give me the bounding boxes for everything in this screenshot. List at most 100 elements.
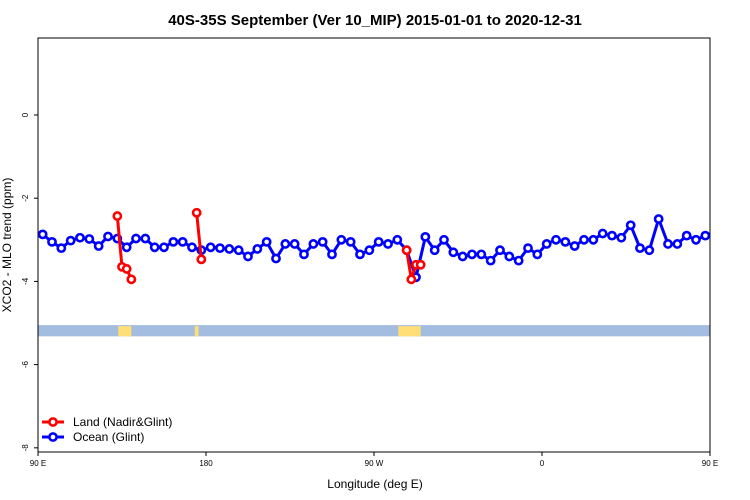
ocean-point (84, 234, 95, 244)
ocean-point (420, 231, 431, 242)
ocean-point (467, 249, 477, 260)
ocean-point (635, 243, 645, 254)
ocean-point (532, 249, 543, 260)
ocean-point (588, 234, 599, 245)
ocean-point (373, 236, 384, 247)
ocean-point (551, 234, 561, 245)
ocean-point (47, 236, 57, 247)
land-point (196, 254, 207, 265)
ocean-point (280, 239, 291, 249)
ocean-point (720, 238, 727, 245)
land-point (112, 211, 123, 221)
legend-swatch-marker (48, 432, 58, 442)
ocean-point (653, 214, 664, 224)
y-tick-label: -4 (21, 277, 30, 285)
land-patch (118, 326, 132, 337)
legend-label: Land (Nadir&Glint) (73, 415, 172, 429)
land-point (415, 259, 426, 270)
ocean-point (541, 239, 552, 249)
ocean-point (308, 239, 319, 249)
ocean-point (597, 228, 608, 239)
ocean-point (299, 249, 309, 260)
ocean-point (485, 255, 496, 266)
ocean-point (159, 242, 169, 253)
land-point (406, 274, 417, 285)
ocean-point (672, 239, 683, 249)
ocean-point (663, 239, 673, 249)
ocean-point (271, 253, 281, 264)
ocean-point (131, 233, 141, 244)
y-axis-label: XCO2 - MLO trend (ppm) (0, 178, 14, 313)
ocean-point (327, 249, 337, 260)
land-point (121, 264, 132, 274)
ocean-point (457, 251, 468, 262)
x-tick-label: 90 W (365, 459, 384, 468)
ocean-point (730, 245, 737, 252)
land-point (401, 245, 412, 256)
x-tick-label: 180 (199, 459, 213, 468)
ocean-point (383, 239, 393, 249)
ocean-point (252, 244, 263, 254)
ocean-point (243, 251, 253, 262)
ocean-point (691, 234, 701, 245)
ocean-point (65, 235, 76, 246)
y-tick-label: -6 (21, 361, 30, 369)
legend-label: Ocean (Glint) (73, 430, 144, 444)
ocean-point (644, 245, 655, 256)
plot-frame (37, 37, 711, 453)
ocean-point (523, 243, 533, 254)
ocean-point (560, 236, 571, 247)
ocean-point (38, 229, 48, 240)
ocean-point (579, 234, 589, 245)
ocean-point (317, 236, 328, 247)
ocean-point (355, 249, 365, 260)
land-point (191, 207, 202, 218)
ocean-point (625, 220, 636, 231)
ocean-point (569, 241, 580, 251)
ocean-point (205, 242, 216, 253)
ocean-strip (38, 325, 710, 337)
ocean-point (187, 242, 197, 253)
x-axis-label: Longitude (deg E) (327, 477, 422, 491)
x-tick-label: 0 (540, 459, 545, 468)
x-tick-label: 90 E (702, 459, 718, 468)
ocean-point (140, 233, 151, 244)
land-patch (398, 326, 421, 337)
land-series (112, 207, 426, 285)
ocean-point (103, 231, 113, 242)
ocean-point (700, 230, 710, 241)
land-patch (194, 326, 199, 337)
ocean-point (149, 242, 160, 253)
ocean-point (429, 245, 440, 256)
ocean-series (38, 214, 746, 283)
ocean-point (177, 236, 188, 247)
ocean-point (448, 247, 459, 258)
ocean-point (495, 245, 505, 256)
ocean-point (121, 242, 132, 253)
ocean-point (739, 237, 746, 244)
legend-swatch-marker (48, 417, 58, 427)
ocean-point (364, 245, 375, 256)
ocean-point (289, 239, 300, 249)
ocean-point (439, 234, 449, 245)
chart-title: 40S-35S September (Ver 10_MIP) 2015-01-0… (168, 12, 582, 29)
land-line (195, 212, 203, 260)
ocean-point (504, 251, 515, 262)
ocean-point (607, 230, 617, 241)
ocean-point (215, 243, 225, 254)
ocean-point (93, 241, 104, 251)
ocean-point (168, 236, 179, 247)
ocean-point (345, 236, 356, 247)
ocean-point (616, 232, 627, 243)
ocean-point (513, 255, 524, 266)
legend: Land (Nadir&Glint)Ocean (Glint) (42, 415, 172, 444)
land-point (126, 274, 137, 285)
ocean-point (261, 236, 272, 247)
ocean-point (56, 243, 67, 254)
y-tick-label: -2 (21, 194, 30, 202)
y-tick-label: 0 (21, 112, 30, 117)
y-tick-label: -8 (21, 444, 30, 452)
